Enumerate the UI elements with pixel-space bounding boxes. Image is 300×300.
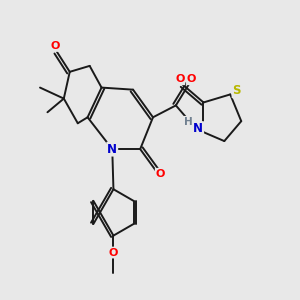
Text: O: O	[109, 248, 118, 257]
Text: O: O	[51, 41, 60, 51]
Text: O: O	[156, 169, 165, 179]
Text: N: N	[107, 142, 117, 156]
Text: O: O	[175, 74, 184, 84]
Text: O: O	[187, 74, 196, 84]
Text: H: H	[184, 117, 192, 127]
Text: N: N	[193, 122, 203, 135]
Text: S: S	[232, 84, 241, 98]
